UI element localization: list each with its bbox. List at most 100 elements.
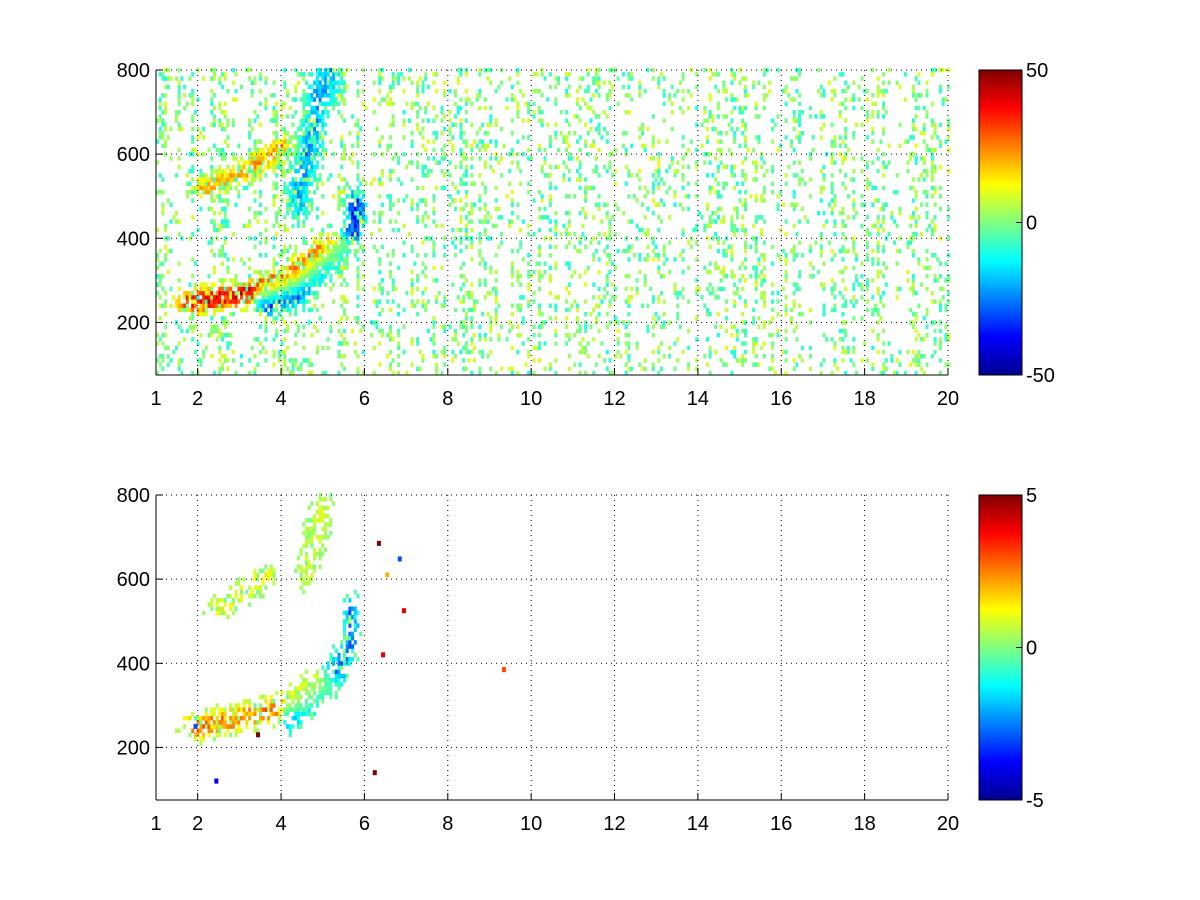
heatmap-cell [275, 110, 279, 115]
heatmap-cell [166, 67, 170, 73]
heatmap-cell [212, 93, 216, 98]
heatmap-cell [744, 202, 747, 207]
heatmap-cell [269, 303, 273, 308]
heatmap-cell [917, 257, 921, 262]
heatmap-cell [299, 206, 303, 212]
heatmap-cell [204, 724, 208, 729]
heatmap-cell [294, 215, 298, 220]
heatmap-cell [930, 253, 934, 258]
heatmap-cell [302, 686, 306, 691]
heatmap-cell [259, 711, 262, 717]
heatmap-cell [275, 139, 279, 144]
heatmap-cell [250, 93, 254, 98]
heatmap-cell [492, 223, 495, 229]
heatmap-cell [324, 147, 327, 153]
heatmap-cell [578, 76, 582, 81]
heatmap-cell [272, 286, 276, 292]
heatmap-cell [500, 80, 504, 85]
heatmap-cell [860, 286, 864, 292]
heatmap-cell [380, 286, 384, 292]
heatmap-cell [259, 707, 262, 712]
heatmap-cell [340, 189, 344, 195]
heatmap-cell [329, 253, 333, 258]
heatmap-cell [559, 131, 563, 136]
heatmap-cell [183, 295, 187, 300]
heatmap-cell [264, 227, 268, 233]
heatmap-cell [269, 707, 273, 712]
heatmap-cell [792, 97, 796, 102]
heatmap-cell [939, 358, 942, 363]
heatmap-cell [684, 194, 688, 199]
heatmap-cell [895, 189, 899, 195]
heatmap-cell [343, 185, 346, 191]
heatmap-cell [681, 349, 685, 355]
heatmap-cell [554, 303, 558, 308]
heatmap-cell [288, 370, 292, 376]
heatmap-cell [608, 67, 612, 73]
heatmap-cell [315, 240, 319, 245]
heatmap-cell [540, 93, 544, 98]
heatmap-cell [448, 139, 452, 144]
heatmap-cell [191, 316, 195, 321]
heatmap-cell [819, 189, 823, 195]
heatmap-cell [681, 88, 685, 94]
heatmap-cell [841, 219, 845, 224]
heatmap-cell [744, 320, 747, 325]
heatmap-cell [673, 257, 677, 262]
heatmap-cell [329, 257, 333, 262]
heatmap-cell [283, 152, 287, 157]
heatmap-cell [212, 720, 216, 725]
heatmap-cell [443, 93, 447, 98]
heatmap-cell [389, 274, 392, 279]
heatmap-cell [459, 349, 463, 355]
heatmap-cell [245, 282, 249, 287]
heatmap-cell [860, 76, 864, 81]
heatmap-cell [426, 236, 430, 241]
heatmap-cell [286, 139, 290, 144]
heatmap-cell [340, 332, 344, 338]
heatmap-cell [443, 156, 447, 161]
heatmap-cell [930, 177, 934, 182]
heatmap-cell [911, 84, 915, 90]
heatmap-cell [464, 345, 468, 351]
heatmap-cell [215, 236, 219, 241]
heatmap-cell [343, 307, 346, 313]
heatmap-cell [288, 257, 292, 262]
heatmap-cell [305, 143, 308, 149]
heatmap-cell [223, 173, 227, 178]
heatmap-cell [242, 173, 246, 178]
heatmap-cell [210, 303, 214, 308]
heatmap-cell [538, 88, 541, 94]
heatmap-cell [876, 320, 880, 325]
heatmap-cell [340, 240, 344, 245]
heatmap-cell [486, 67, 490, 73]
heatmap-cell [741, 105, 745, 111]
heatmap-cell [527, 223, 531, 229]
heatmap-cell [261, 593, 265, 599]
heatmap-cell [291, 303, 295, 308]
heatmap-cell [286, 724, 290, 729]
heatmap-cell [204, 189, 208, 195]
heatmap-cell [391, 358, 395, 363]
heatmap-cell [605, 114, 609, 119]
heatmap-cell [754, 286, 758, 292]
heatmap-cell [643, 215, 647, 220]
heatmap-cell [221, 185, 224, 191]
heatmap-cell [676, 160, 680, 165]
heatmap-cell [313, 240, 317, 245]
heatmap-cell [876, 84, 880, 90]
heatmap-cell [229, 168, 233, 174]
heatmap-cell [676, 316, 680, 321]
heatmap-cell [234, 202, 238, 207]
heatmap-cell [478, 370, 482, 376]
heatmap-cell [668, 93, 672, 98]
heatmap-cell [792, 189, 796, 195]
heatmap-cell [876, 227, 880, 233]
heatmap-cell [294, 286, 298, 292]
heatmap-cell [280, 366, 284, 372]
heatmap-cell [760, 198, 764, 203]
heatmap-cell [554, 328, 558, 334]
heatmap-cell [302, 185, 306, 191]
heatmap-cell [221, 711, 224, 717]
heatmap-cell [302, 299, 306, 304]
